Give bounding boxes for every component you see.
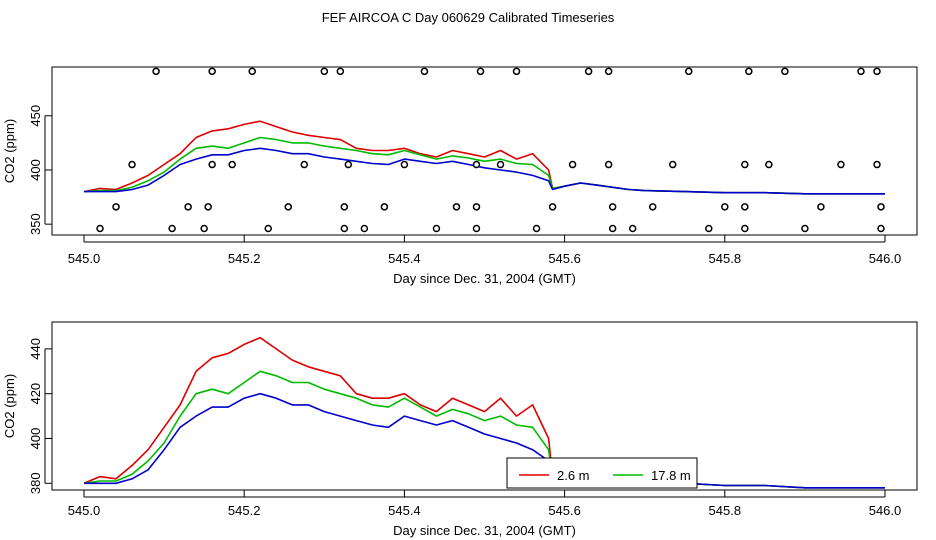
bottom-y-tick-label: 420 xyxy=(28,383,43,405)
top-marker xyxy=(877,203,885,211)
top-marker xyxy=(496,160,505,169)
top-marker xyxy=(877,224,885,233)
top-marker xyxy=(472,160,481,169)
top-marker xyxy=(420,67,429,76)
top-marker xyxy=(512,67,521,76)
top-x-tick-label: 545.2 xyxy=(228,251,261,266)
top-marker xyxy=(340,224,349,233)
top-marker xyxy=(532,224,541,233)
top-marker xyxy=(248,67,256,76)
top-marker xyxy=(873,67,881,76)
bottom-panel: 545.0 545.2 545.4 545.6 545.8 546.0 Day since … xyxy=(2,321,918,538)
bottom-series-1 xyxy=(83,370,885,489)
bottom-y-tick-label: 440 xyxy=(28,338,43,360)
top-marker xyxy=(112,203,120,211)
legend-label-1: 17.8 m xyxy=(651,468,691,483)
top-marker xyxy=(604,160,613,169)
top-marker xyxy=(300,160,309,169)
top-marker xyxy=(873,160,881,169)
top-marker xyxy=(685,67,693,76)
legend-label-0: 2.6 m xyxy=(557,468,590,483)
top-y-axis-label: CO2 (ppm) xyxy=(2,119,17,183)
top-marker xyxy=(568,160,577,169)
top-marker xyxy=(340,203,349,211)
top-marker xyxy=(204,203,212,211)
top-marker xyxy=(336,67,345,76)
top-marker xyxy=(801,224,809,233)
top-series-1 xyxy=(83,136,885,195)
top-marker xyxy=(817,203,825,211)
bottom-series-0 xyxy=(83,336,885,489)
top-marker xyxy=(152,67,160,76)
top-marker xyxy=(837,160,845,169)
top-y-tick-label: 400 xyxy=(28,159,43,181)
top-marker xyxy=(745,67,753,76)
top-x-tick-label: 545.6 xyxy=(548,251,581,266)
top-y-tick-label: 450 xyxy=(28,105,43,127)
legend-box xyxy=(506,457,698,489)
top-marker xyxy=(476,67,485,76)
top-panel: 545.0 545.2 545.4 545.6 545.8 546.0 Day since … xyxy=(2,66,918,286)
bottom-x-tick-label: 545.2 xyxy=(228,503,261,518)
top-marker xyxy=(741,160,749,169)
top-marker xyxy=(200,224,208,233)
top-marker xyxy=(208,67,216,76)
bottom-x-tick-label: 545.0 xyxy=(68,503,101,518)
top-marker xyxy=(168,224,176,233)
top-marker xyxy=(668,160,677,169)
top-marker xyxy=(360,224,369,233)
top-y-tick-label: 350 xyxy=(28,213,43,235)
top-marker xyxy=(781,67,789,76)
top-x-tick-label: 545.0 xyxy=(68,251,101,266)
top-marker xyxy=(705,224,713,233)
top-x-tick-label: 545.4 xyxy=(388,251,421,266)
bottom-x-tick-label: 546.0 xyxy=(869,503,902,518)
top-marker xyxy=(608,203,617,211)
top-series-2 xyxy=(84,147,885,195)
bottom-y-axis-label: CO2 (ppm) xyxy=(2,374,17,438)
bottom-y-tick-label: 400 xyxy=(28,428,43,450)
top-marker xyxy=(648,203,657,211)
top-marker xyxy=(741,224,749,233)
top-x-tick-label: 545.8 xyxy=(709,251,742,266)
top-marker xyxy=(721,203,729,211)
top-marker xyxy=(452,203,461,211)
bottom-x-tick-label: 545.8 xyxy=(709,503,742,518)
top-marker xyxy=(400,160,409,169)
top-marker xyxy=(765,160,773,169)
top-x-tick-label: 546.0 xyxy=(869,251,902,266)
top-marker xyxy=(208,160,216,169)
top-marker xyxy=(472,203,481,211)
top-marker xyxy=(608,224,617,233)
top-marker xyxy=(96,224,104,233)
top-marker xyxy=(857,67,865,76)
top-marker xyxy=(628,224,637,233)
figure-title: FEF AIRCOA C Day 060629 Calibrated Times… xyxy=(322,10,615,25)
top-marker xyxy=(228,160,236,169)
top-marker xyxy=(741,203,749,211)
top-marker xyxy=(128,160,136,169)
bottom-plot-frame xyxy=(51,321,918,491)
top-marker xyxy=(184,203,192,211)
top-marker xyxy=(472,224,481,233)
top-marker xyxy=(548,203,557,211)
bottom-series-2 xyxy=(84,392,885,489)
top-marker xyxy=(584,67,593,76)
top-marker xyxy=(344,160,353,169)
bottom-x-axis-label: Day since Dec. 31, 2004 (GMT) xyxy=(393,523,576,538)
top-x-axis-label: Day since Dec. 31, 2004 (GMT) xyxy=(393,271,576,286)
top-marker xyxy=(264,224,272,233)
top-plot-frame xyxy=(51,66,918,236)
top-marker xyxy=(604,67,613,76)
top-marker xyxy=(320,67,329,76)
top-marker xyxy=(284,203,293,211)
bottom-x-tick-label: 545.4 xyxy=(388,503,421,518)
top-marker xyxy=(380,203,389,211)
bottom-y-tick-label: 380 xyxy=(28,472,43,494)
top-marker xyxy=(432,224,441,233)
bottom-x-tick-label: 545.6 xyxy=(548,503,581,518)
